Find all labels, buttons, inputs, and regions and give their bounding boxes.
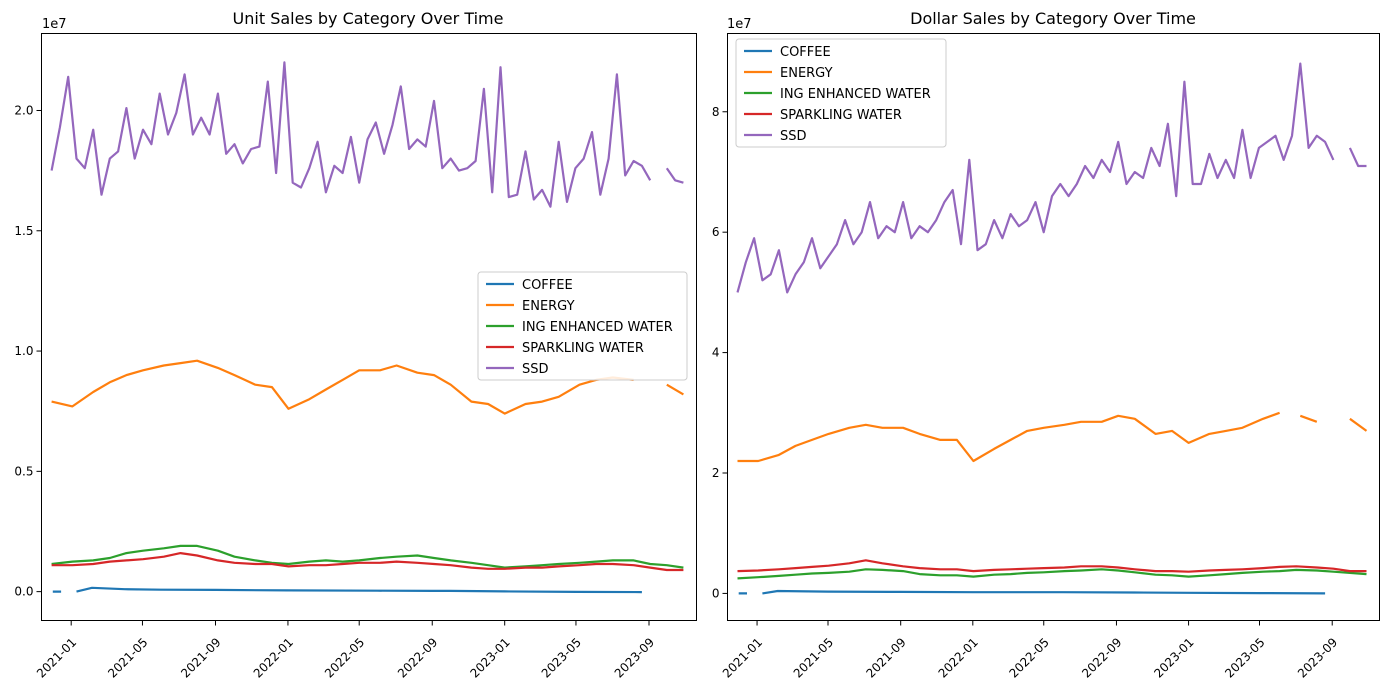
x-tick-label: 2021-09 bbox=[863, 635, 908, 680]
y-tick-label: 1.5 bbox=[14, 224, 33, 238]
x-tick-label: 2023-05 bbox=[1222, 635, 1267, 680]
x-tick-label: 2022-01 bbox=[251, 635, 296, 680]
series-lines bbox=[50, 61, 684, 592]
x-tick-label: 2021-05 bbox=[105, 635, 150, 680]
x-tick-label: 2022-01 bbox=[936, 635, 981, 680]
x-tick-label: 2021-01 bbox=[34, 635, 79, 680]
axis-ticks: 2021-01 2021-05 2021-09 2022-01 2022-05 2022-… bbox=[14, 103, 657, 680]
legend-label: SPARKLING WATER bbox=[522, 341, 644, 356]
y-tick-label: 1.0 bbox=[14, 344, 33, 358]
legend-label: COFFEE bbox=[780, 45, 831, 60]
legend-label: SPARKLING WATER bbox=[780, 108, 902, 123]
x-tick-label: 2023-09 bbox=[612, 635, 657, 680]
plot-frame bbox=[41, 33, 697, 621]
legend-label: ENERGY bbox=[780, 66, 833, 81]
series-line-coffee bbox=[739, 591, 1363, 593]
y-tick-label: 2 bbox=[712, 466, 720, 480]
y-tick-label: 0.5 bbox=[14, 464, 33, 478]
x-tick-label: 2022-05 bbox=[322, 635, 367, 680]
series-line-ing-enhanced-water bbox=[51, 544, 684, 569]
series-line-ing-enhanced-water bbox=[737, 568, 1367, 580]
chart-title: Unit Sales by Category Over Time bbox=[233, 9, 504, 28]
series-line-energy bbox=[51, 359, 684, 415]
series-line-ssd bbox=[50, 61, 684, 208]
series-line-coffee bbox=[53, 588, 680, 592]
y-tick-label: 2.0 bbox=[14, 103, 33, 117]
legend: COFFEE ENERGY ING ENHANCED WATER SPARKLING … bbox=[477, 271, 688, 381]
legend-label: SSD bbox=[522, 362, 549, 377]
series-line-sparkling-water bbox=[51, 552, 684, 572]
series-line-energy bbox=[737, 411, 1368, 463]
plot-frame bbox=[727, 33, 1380, 621]
y-tick-label: 8 bbox=[712, 105, 720, 119]
series-line-ssd bbox=[736, 62, 1367, 294]
series-line-sparkling-water bbox=[737, 559, 1367, 573]
dollar-sales-chart: Dollar Sales by Category Over Time 1e7 2… bbox=[712, 9, 1380, 681]
x-tick-label: 2022-09 bbox=[1079, 635, 1124, 680]
legend-box bbox=[735, 38, 947, 148]
y-scale-note: 1e7 bbox=[727, 17, 752, 32]
unit-sales-chart: Unit Sales by Category Over Time 1e7 202… bbox=[14, 9, 697, 681]
x-tick-label: 2022-09 bbox=[395, 635, 440, 680]
x-tick-label: 2023-05 bbox=[539, 635, 584, 680]
axis-ticks: 2021-01 2021-05 2021-09 2022-01 2022-05 2022-… bbox=[712, 105, 1340, 681]
y-tick-label: 0 bbox=[712, 586, 720, 600]
legend-label: ING ENHANCED WATER bbox=[522, 320, 673, 335]
legend-box bbox=[477, 271, 688, 381]
y-tick-label: 6 bbox=[712, 225, 720, 239]
x-tick-label: 2021-09 bbox=[178, 635, 223, 680]
legend-label: ENERGY bbox=[522, 299, 575, 314]
y-tick-label: 0.0 bbox=[14, 585, 33, 599]
legend: COFFEE ENERGY ING ENHANCED WATER SPARKLING … bbox=[735, 38, 947, 148]
x-tick-label: 2021-05 bbox=[791, 635, 836, 680]
y-tick-label: 4 bbox=[712, 346, 720, 360]
legend-label: SSD bbox=[780, 129, 807, 144]
legend-label: COFFEE bbox=[522, 278, 573, 293]
chart-title: Dollar Sales by Category Over Time bbox=[910, 9, 1196, 28]
series-lines bbox=[736, 62, 1368, 594]
x-tick-label: 2022-05 bbox=[1007, 635, 1052, 680]
x-tick-label: 2023-01 bbox=[467, 635, 512, 680]
x-tick-label: 2023-09 bbox=[1295, 635, 1340, 680]
y-scale-note: 1e7 bbox=[42, 17, 67, 32]
legend-label: ING ENHANCED WATER bbox=[780, 87, 931, 102]
x-tick-label: 2023-01 bbox=[1151, 635, 1196, 680]
x-tick-label: 2021-01 bbox=[720, 635, 765, 680]
